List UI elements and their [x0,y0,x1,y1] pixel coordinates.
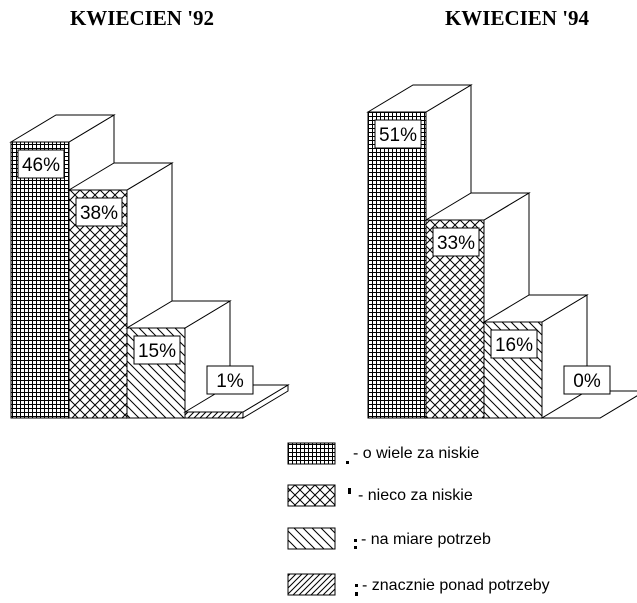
chart-1-bar-3: 15% [125,300,232,419]
legend-swatch-cross [287,484,336,507]
chart-1-value-label-box-2 [75,197,123,227]
legend-swatch-backslash [287,527,336,550]
chart-2-value-label-box-3 [490,329,538,359]
chart-2-value-label-box-4 [563,365,611,395]
chart-1-value-label-box-3 [133,335,181,365]
chart-1-value-label-4: 1% [216,371,244,392]
legend-marker-2 [348,488,351,494]
chart-2-value-label-box-1 [374,119,422,149]
chart-1-value-label-2: 38% [80,203,118,224]
svg-text:- znacznie ponad potrzeby: - znacznie ponad potrzeby [362,577,550,594]
chart-2-value-label-box-2 [432,227,480,257]
legend-label-1: o wiele za niskie [363,445,480,462]
legend-swatch-slash [287,573,336,596]
chart-2-value-label-2: 33% [437,233,475,254]
chart-1-value-label-1: 46% [22,155,60,176]
legend: - o wiele za niskie - nieco za niskie - … [287,442,550,596]
chart-1-bars: 46% 38% 15% 1% [9,114,290,419]
svg-text:- na miare potrzeb: - na miare potrzeb [361,531,491,548]
chart-2-value-label-4: 0% [573,371,601,392]
legend-marker-4b [355,592,358,596]
chart-2-value-label-3: 16% [495,335,533,356]
chart-2-bar-3: 16% [482,294,589,419]
chart-2-bars: 51% 33% 16% 0% [366,84,637,419]
chart-1-value-label-box-4 [206,365,254,395]
legend-item-1: - o wiele za niskie [287,442,479,465]
legend-item-2: - nieco za niskie [287,484,473,507]
legend-swatch-grid [287,442,336,465]
legend-label-3: na miare potrzeb [371,531,491,548]
legend-marker-4a [355,584,358,587]
legend-item-3: - na miare potrzeb [287,527,491,550]
legend-label-2: nieco za niskie [368,487,473,504]
legend-prefix-3: - [361,531,371,548]
legend-prefix-4: - [362,577,372,594]
chart-1-bar-2-cross [68,189,128,419]
svg-text:- nieco za niskie: - nieco za niskie [358,487,473,504]
legend-prefix-2: - [358,487,368,504]
legend-marker-3a [354,539,357,542]
legend-item-4: - znacznie ponad potrzeby [287,573,550,596]
chart-1-bar-4-slash [184,411,244,419]
chart-1-value-label-box-1 [17,149,65,179]
chart-1-bar-1-grid [10,141,70,419]
legend-marker-1 [346,461,349,464]
legend-prefix-1: - [353,445,363,462]
chart-2-bar-1-grid [367,111,427,419]
chart-1-value-label-3: 15% [138,341,176,362]
chart-2-bar-4: 0% [540,365,637,419]
chart-2-value-label-1: 51% [379,125,417,146]
legend-marker-3b [354,546,357,549]
svg-text:- o wiele za niskie: - o wiele za niskie [353,445,479,462]
chart-1-bar-4: 1% [183,365,290,419]
legend-label-4: znacznie ponad potrzeby [372,577,550,594]
chart-title-1: KWIECIEN '92 [70,6,214,30]
chart-title-2: KWIECIEN '94 [445,6,590,30]
